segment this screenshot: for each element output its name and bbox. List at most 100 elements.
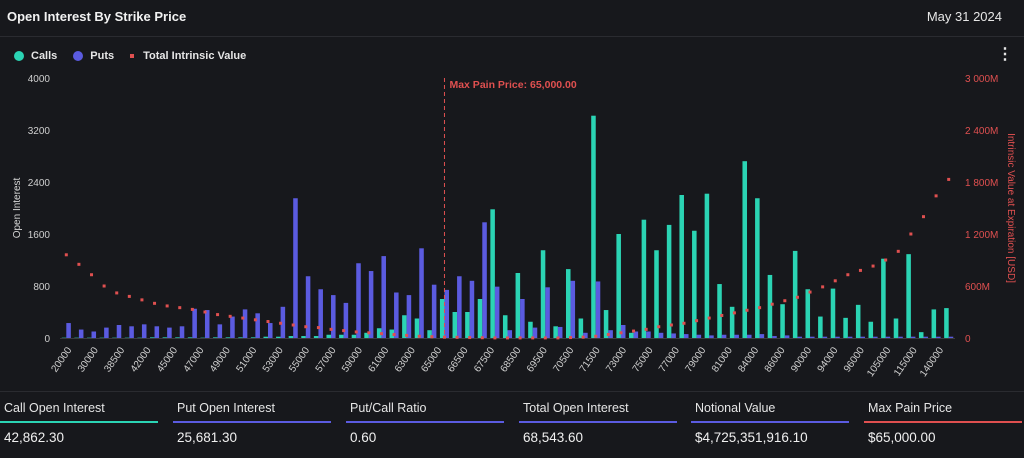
puts-bar — [205, 310, 210, 338]
stat-value: 42,862.30 — [4, 430, 64, 445]
x-tick-label: 30000 — [76, 345, 101, 374]
intrinsic-point — [430, 335, 433, 338]
puts-bar — [734, 335, 739, 338]
intrinsic-point — [657, 325, 660, 328]
x-tick-label: 79000 — [683, 345, 708, 374]
calls-bar — [553, 326, 558, 338]
puts-bar — [520, 299, 525, 338]
legend-item-calls[interactable]: Calls — [14, 50, 57, 62]
calls-bar — [478, 299, 483, 338]
calls-bar — [768, 275, 773, 338]
puts-bar — [949, 337, 954, 338]
intrinsic-point — [254, 318, 257, 321]
puts-bar — [142, 324, 147, 338]
puts-bar — [306, 276, 311, 338]
x-tick-label: 57000 — [314, 345, 339, 374]
puts-bar — [797, 337, 802, 338]
calls-bar — [301, 336, 306, 338]
puts-bar — [318, 289, 323, 338]
x-tick-label: 96000 — [842, 345, 867, 374]
puts-bar — [293, 198, 298, 338]
puts-swatch-icon — [73, 51, 83, 61]
puts-bar — [722, 335, 727, 338]
puts-bar — [192, 309, 197, 338]
calls-bar — [314, 336, 319, 338]
calls-bar — [150, 337, 155, 338]
x-tick-label: 42000 — [129, 345, 154, 374]
more-vertical-icon[interactable]: ⋮ — [997, 50, 1013, 60]
x-tick-label: 68500 — [499, 345, 524, 374]
stat-underline — [691, 421, 849, 423]
puts-bar — [596, 281, 601, 338]
puts-bar — [545, 287, 550, 338]
puts-bar — [79, 330, 84, 338]
intrinsic-point — [746, 309, 749, 312]
intrinsic-point — [342, 329, 345, 332]
date-selector[interactable]: May 31 2024 — [927, 9, 1002, 24]
puts-bar — [117, 325, 122, 338]
legend-puts-label: Puts — [90, 50, 114, 62]
intrinsic-point — [594, 335, 597, 338]
calls-bar — [629, 333, 634, 338]
intrinsic-point — [783, 299, 786, 302]
calls-bar — [188, 337, 193, 338]
intrinsic-point — [947, 178, 950, 181]
calls-bar — [352, 335, 357, 338]
intrinsic-point — [77, 263, 80, 266]
calls-bar — [780, 304, 785, 338]
x-tick-label: 115000 — [892, 345, 920, 378]
puts-bar — [860, 337, 865, 338]
intrinsic-point — [872, 265, 875, 268]
intrinsic-point — [695, 319, 698, 322]
calls-bar — [251, 337, 256, 338]
stat-value: $65,000.00 — [868, 430, 936, 445]
stat-label: Call Open Interest — [4, 401, 105, 415]
puts-bar — [558, 327, 563, 338]
intrinsic-point — [519, 336, 522, 339]
puts-bar — [444, 290, 449, 338]
legend-item-puts[interactable]: Puts — [73, 50, 114, 62]
calls-bar — [326, 335, 331, 338]
puts-bar — [772, 336, 777, 338]
calls-bar — [755, 198, 760, 338]
puts-bar — [898, 337, 903, 338]
puts-bar — [155, 326, 160, 338]
x-tick-label: 90000 — [789, 345, 814, 374]
calls-bar — [579, 319, 584, 339]
y-tick-label: 0 — [44, 334, 50, 345]
puts-bar — [243, 309, 248, 338]
intrinsic-point — [304, 325, 307, 328]
legend-item-intrinsic[interactable]: Total Intrinsic Value — [130, 50, 246, 62]
y2-tick-label: 600M — [965, 282, 990, 293]
y2-tick-label: 3 000M — [965, 74, 998, 85]
puts-bar — [482, 222, 487, 338]
chart-header: Open Interest By Strike Price May 31 202… — [0, 0, 1024, 37]
puts-bar — [810, 337, 815, 338]
intrinsic-point — [796, 296, 799, 299]
intrinsic-point — [481, 336, 484, 339]
puts-bar — [671, 333, 676, 338]
intrinsic-point — [128, 295, 131, 298]
calls-bar — [831, 289, 836, 338]
calls-bar — [276, 337, 281, 338]
legend-intrinsic-label: Total Intrinsic Value — [143, 50, 246, 62]
puts-bar — [218, 324, 223, 338]
intrinsic-point — [582, 336, 585, 339]
calls-bar — [175, 337, 180, 338]
intrinsic-point — [922, 215, 925, 218]
intrinsic-point — [846, 273, 849, 276]
calls-bar — [226, 337, 231, 338]
calls-bar — [805, 289, 810, 338]
x-tick-label: 75000 — [631, 345, 656, 374]
puts-bar — [66, 323, 71, 338]
calls-bar — [541, 250, 546, 338]
x-tick-label: 67500 — [472, 345, 497, 374]
puts-bar — [407, 295, 412, 338]
intrinsic-point — [935, 194, 938, 197]
puts-bar — [356, 263, 361, 338]
x-tick-label: 66500 — [446, 345, 471, 374]
intrinsic-point — [809, 291, 812, 294]
intrinsic-point — [405, 334, 408, 337]
stat-label: Max Pain Price — [868, 401, 952, 415]
x-tick-label: 71500 — [578, 345, 603, 374]
